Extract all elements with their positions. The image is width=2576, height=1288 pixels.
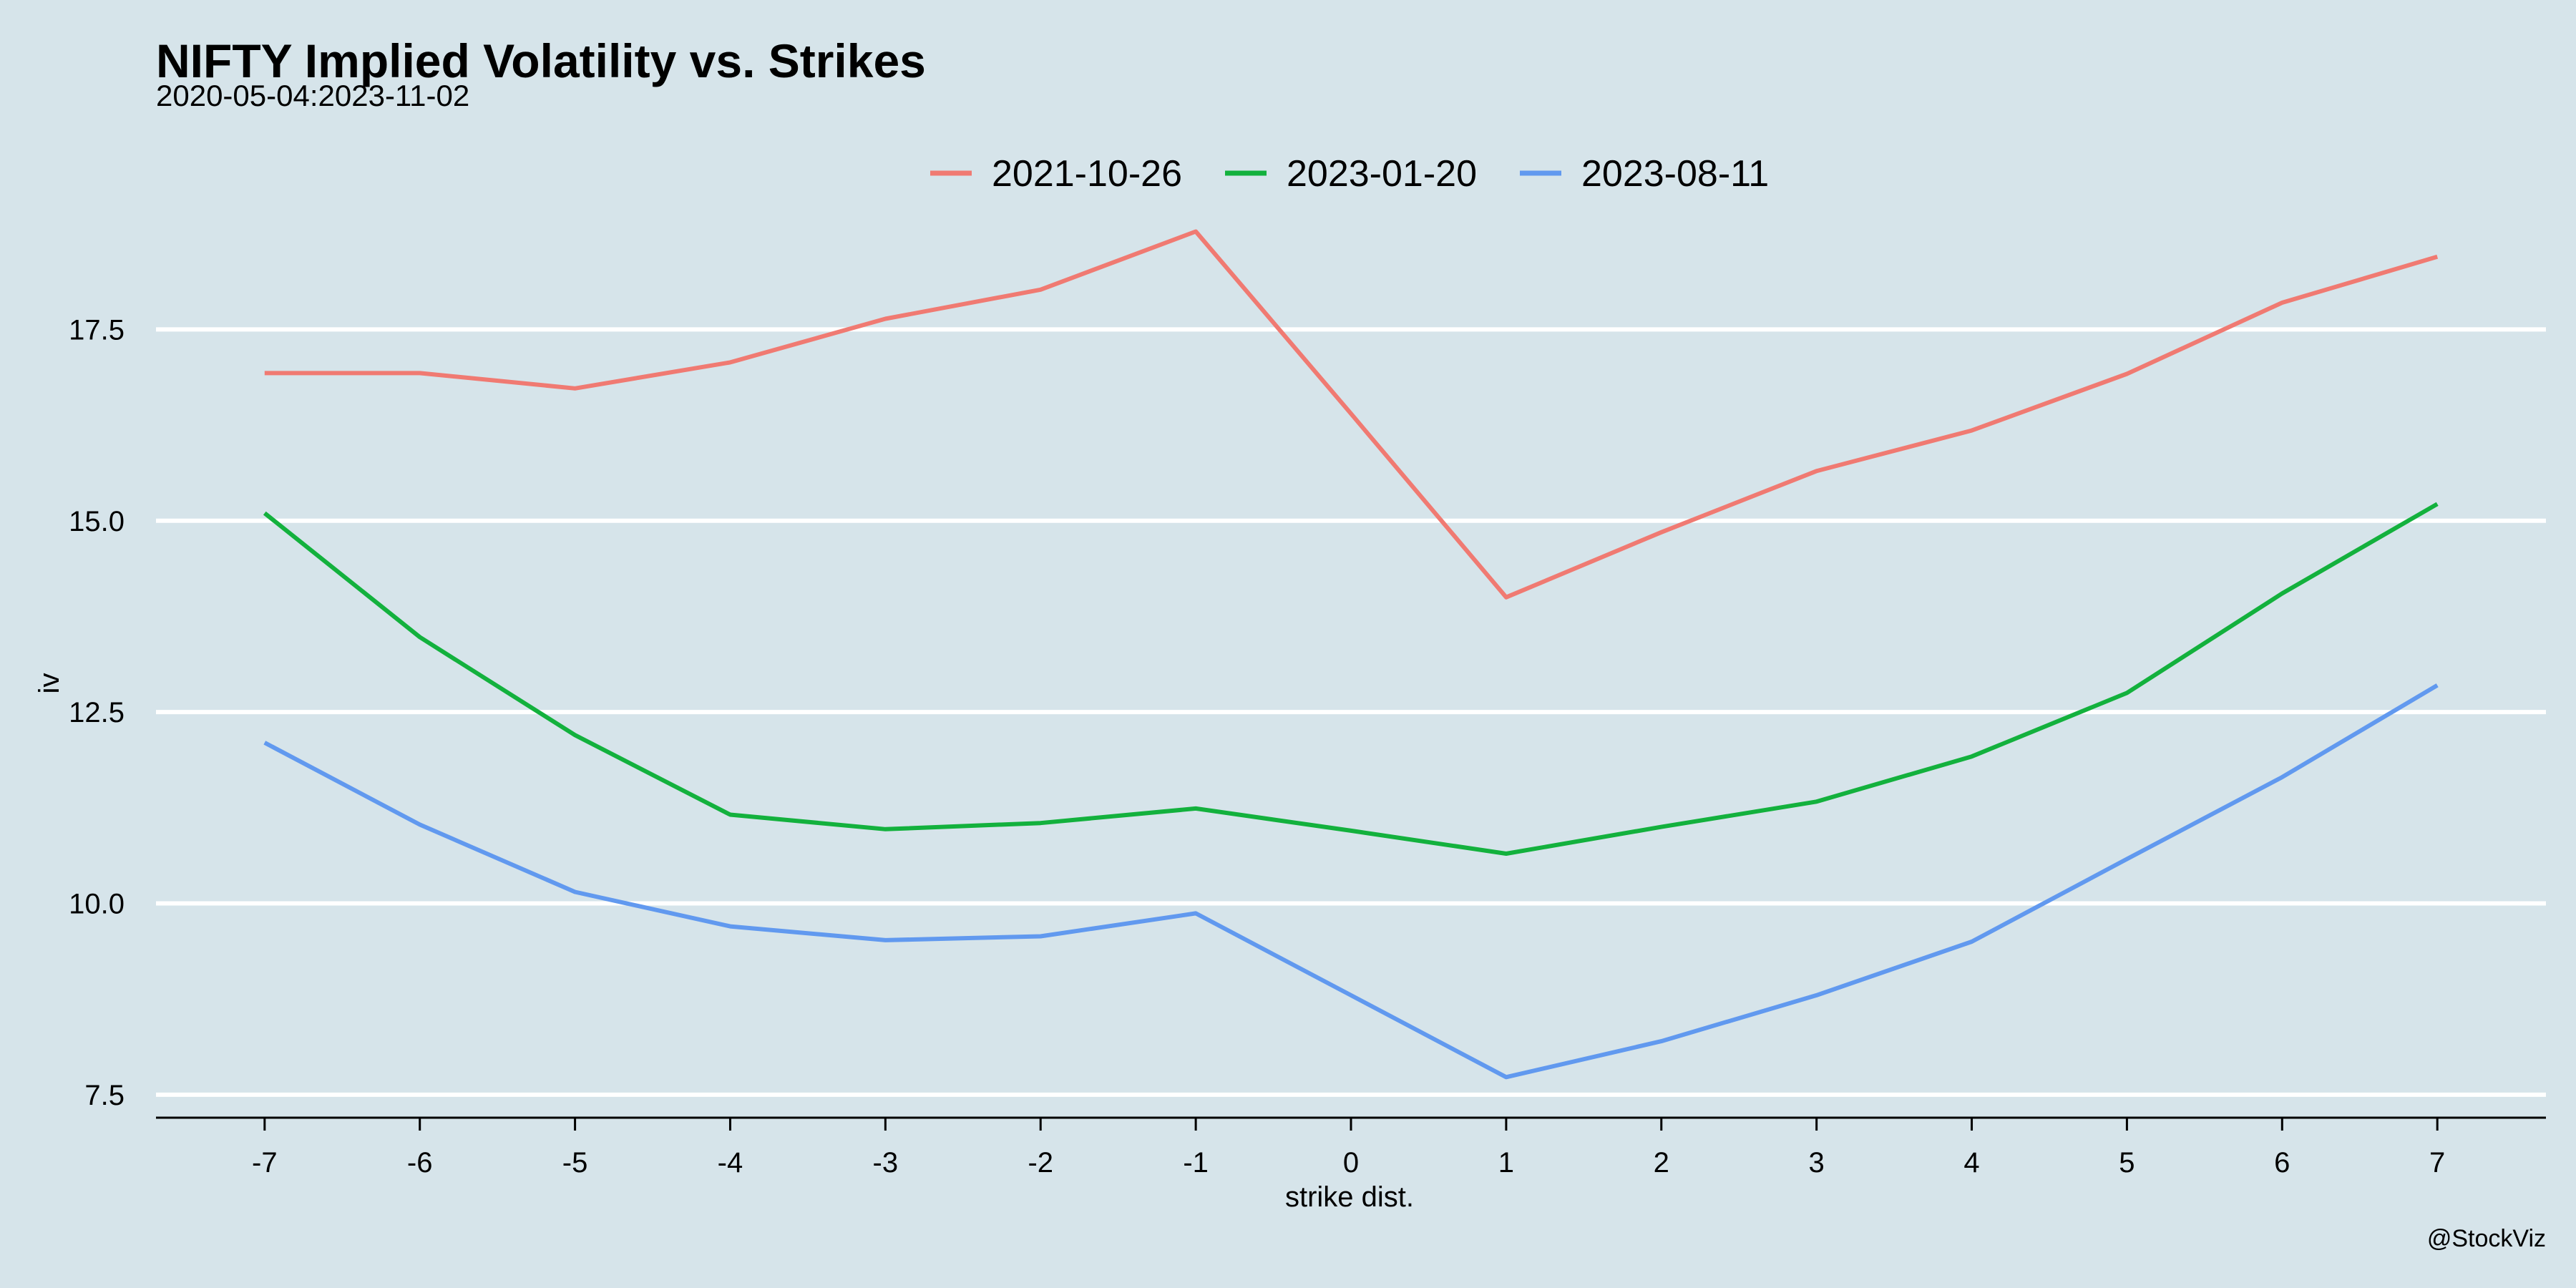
series-line-2023-01-20 <box>263 502 2439 856</box>
y-axis-label: iv <box>34 673 65 694</box>
x-tick-label: -3 <box>873 1147 899 1179</box>
y-tick-label: 17.5 <box>69 314 125 346</box>
y-tick-label: 12.5 <box>69 697 125 728</box>
x-tick-label: -5 <box>562 1147 588 1179</box>
x-tick-label: 2 <box>1654 1147 1669 1179</box>
legend-label: 2023-01-20 <box>1287 153 1477 195</box>
legend-item: 2021-10-26 <box>930 153 1182 195</box>
x-tick-label: -2 <box>1028 1147 1053 1179</box>
series-lines <box>263 229 2439 1080</box>
y-axis-ticks: 7.5 10.0 12.5 15.0 17.5 <box>69 314 125 1111</box>
x-tick-label: -4 <box>718 1147 743 1179</box>
y-tick-label: 7.5 <box>84 1080 125 1111</box>
y-tick-label: 15.0 <box>69 506 125 537</box>
x-tick-label: 4 <box>1963 1147 1979 1179</box>
grid-lines <box>156 327 2546 1097</box>
x-axis-label: strike dist. <box>1285 1181 1414 1213</box>
x-tick-label: -1 <box>1183 1147 1209 1179</box>
y-tick-label: 10.0 <box>69 889 125 920</box>
x-tick-label: -6 <box>407 1147 433 1179</box>
x-axis-ticks: -7 -6 -5 -4 -3 -2 -1 0 1 2 3 4 5 6 7 <box>252 1118 2445 1179</box>
x-tick-label: 7 <box>2429 1147 2445 1179</box>
x-tick-label: 6 <box>2274 1147 2290 1179</box>
chart-title: NIFTY Implied Volatility vs. Strikes <box>156 34 926 87</box>
x-tick-label: -7 <box>252 1147 278 1179</box>
x-tick-label: 1 <box>1498 1147 1514 1179</box>
legend-label: 2021-10-26 <box>992 153 1182 195</box>
legend-item: 2023-01-20 <box>1225 153 1477 195</box>
legend: 2021-10-26 2023-01-20 2023-08-11 <box>930 153 1769 195</box>
caption: @StockViz <box>2427 1225 2546 1252</box>
series-line-2023-08-11 <box>263 683 2439 1080</box>
series-line-2021-10-26 <box>264 229 2439 600</box>
x-tick-label: 5 <box>2119 1147 2135 1179</box>
chart-subtitle: 2020-05-04:2023-11-02 <box>156 79 469 112</box>
x-tick-label: 0 <box>1343 1147 1359 1179</box>
x-tick-label: 3 <box>1809 1147 1825 1179</box>
legend-item: 2023-08-11 <box>1520 153 1769 195</box>
legend-label: 2023-08-11 <box>1581 153 1769 195</box>
